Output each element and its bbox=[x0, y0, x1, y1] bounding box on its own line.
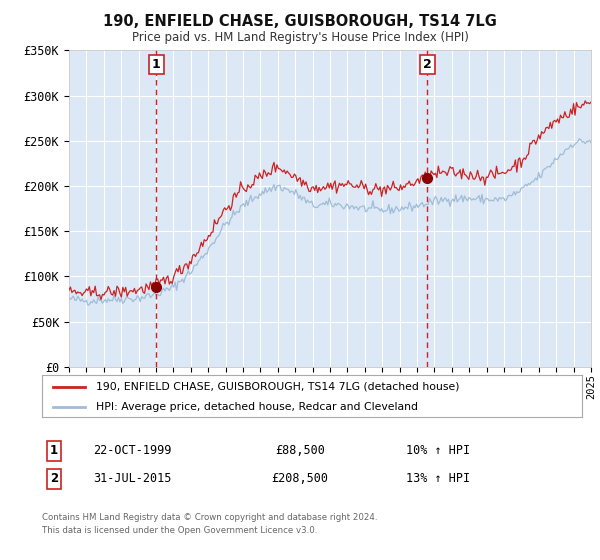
Text: £208,500: £208,500 bbox=[271, 472, 329, 486]
Text: 31-JUL-2015: 31-JUL-2015 bbox=[93, 472, 171, 486]
Text: 190, ENFIELD CHASE, GUISBOROUGH, TS14 7LG (detached house): 190, ENFIELD CHASE, GUISBOROUGH, TS14 7L… bbox=[96, 382, 460, 392]
Text: £88,500: £88,500 bbox=[275, 444, 325, 458]
Text: Contains HM Land Registry data © Crown copyright and database right 2024.: Contains HM Land Registry data © Crown c… bbox=[42, 513, 377, 522]
Text: 13% ↑ HPI: 13% ↑ HPI bbox=[406, 472, 470, 486]
Text: 22-OCT-1999: 22-OCT-1999 bbox=[93, 444, 171, 458]
Text: 190, ENFIELD CHASE, GUISBOROUGH, TS14 7LG: 190, ENFIELD CHASE, GUISBOROUGH, TS14 7L… bbox=[103, 14, 497, 29]
Text: Price paid vs. HM Land Registry's House Price Index (HPI): Price paid vs. HM Land Registry's House … bbox=[131, 31, 469, 44]
Text: 10% ↑ HPI: 10% ↑ HPI bbox=[406, 444, 470, 458]
Text: HPI: Average price, detached house, Redcar and Cleveland: HPI: Average price, detached house, Redc… bbox=[96, 402, 418, 412]
Text: 2: 2 bbox=[50, 472, 58, 486]
Text: 2: 2 bbox=[423, 58, 432, 71]
Text: This data is licensed under the Open Government Licence v3.0.: This data is licensed under the Open Gov… bbox=[42, 526, 317, 535]
Text: 1: 1 bbox=[152, 58, 160, 71]
Text: 1: 1 bbox=[50, 444, 58, 458]
